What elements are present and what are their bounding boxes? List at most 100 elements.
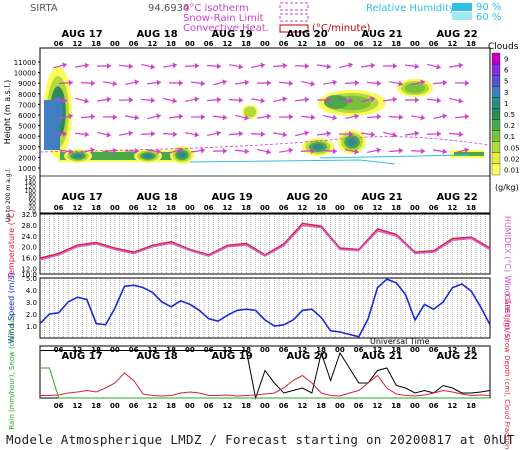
wind-arrow-icon <box>449 97 463 104</box>
height-tick: 1000 <box>18 165 36 173</box>
colorbar-label: 0.05 <box>504 144 520 152</box>
wind-arrow-icon <box>190 80 206 87</box>
hour-label: 12 <box>373 346 383 354</box>
wind-arrow-icon <box>190 147 206 154</box>
y-tick-label: 32.0 <box>21 211 37 219</box>
day-label: AUG 18 <box>137 192 178 203</box>
wind-arrow-icon <box>256 79 272 86</box>
wind-arrow-icon <box>118 96 134 103</box>
height-tick: 140 <box>25 179 37 186</box>
hour-labels-rain: 06 12 18 00 06 12 18 00 06 12 18 00 06 12 18 00 06 12 18 00… <box>54 346 476 354</box>
hour-label: 06 <box>129 40 139 48</box>
height-tick: 150 <box>25 175 37 182</box>
wind-arrow-icon <box>411 114 425 121</box>
hour-label: 18 <box>466 402 476 410</box>
day-labels-rain: AUG 17 AUG 18 AUG 19 AUG 20 AUG 21 AUG 22 <box>62 351 478 362</box>
colorbar-label: 0.2 <box>504 122 515 130</box>
height-tick: 40 <box>28 201 36 208</box>
wind-arrow-icon <box>118 63 134 70</box>
y-tick-label: 28.0 <box>21 222 37 230</box>
y-tick-label: 5.0 <box>26 275 37 283</box>
hour-label: 18 <box>91 346 101 354</box>
wind-arrow-icon <box>228 130 244 137</box>
footer-caption: Modele Atmospherique LMDZ / Forecast sta… <box>6 432 515 447</box>
wind-arrow-icon <box>102 114 118 121</box>
wind-arrow-icon <box>234 148 250 155</box>
rh-contour <box>319 154 471 159</box>
hour-label: 18 <box>316 346 326 354</box>
colorbar-label: 5 <box>504 78 508 86</box>
cloud-blob <box>324 95 348 109</box>
wind-arrow-icon <box>322 148 338 155</box>
colorbar-cell <box>491 52 501 65</box>
day-label: AUG 19 <box>212 351 253 362</box>
hour-label: 00 <box>185 40 195 48</box>
wind-arrow-icon <box>97 131 111 138</box>
hour-label: 06 <box>429 346 439 354</box>
wind-arrow-icon <box>404 63 420 70</box>
wind-arrow-icon <box>53 62 67 69</box>
y-tick-label: 24.0 <box>21 233 37 241</box>
hour-label: 06 <box>279 40 289 48</box>
height-tick: 10000 <box>14 70 36 78</box>
cloud-blob <box>243 106 257 118</box>
height-axis-label: Height (m a.s.l.) <box>3 80 12 145</box>
wind-arrow-icon <box>432 79 448 86</box>
hour-label: 06 <box>354 402 364 410</box>
hour-label: 12 <box>73 346 83 354</box>
colorbar-label: 0.5 <box>504 111 515 119</box>
wind-arrow-icon <box>454 80 470 87</box>
isotherm-line <box>39 136 491 153</box>
hour-label: 06 <box>54 204 64 212</box>
hour-label: 12 <box>223 346 233 354</box>
hour-label: 18 <box>466 40 476 48</box>
legend-rh: Relative Humidity <box>366 3 455 14</box>
wind-arrow-icon <box>251 62 265 69</box>
hour-label: 06 <box>129 402 139 410</box>
wind-arrow-icon <box>448 131 464 138</box>
hour-label: 18 <box>241 346 251 354</box>
wind-arrow-icon <box>383 63 397 69</box>
hour-label: 18 <box>391 346 401 354</box>
day-label: AUG 21 <box>362 192 403 203</box>
hour-labels-bottom: 06 12 18 00 06 12 18 00 06 12 18 00 06 12 18 00 06 12 18 00… <box>54 402 476 410</box>
hour-label: 00 <box>335 346 345 354</box>
rain-panel: Rain (mm/hour), Snow (cm/hour) CAPE (J/g… <box>8 295 511 450</box>
wind-arrow-icon <box>404 96 420 103</box>
cloud-blob <box>143 153 153 159</box>
wind-arrow-icon <box>256 113 272 120</box>
height-tick: 20 <box>28 205 36 212</box>
hour-label: 06 <box>129 204 139 212</box>
hour-labels-cloud-bottom: 06 12 18 00 06 12 18 00 06 12 18 00 06 12 18 00 06 12 18 00… <box>54 204 476 212</box>
hour-label: 00 <box>185 402 195 410</box>
colorbar-title: Clouds <box>488 42 519 52</box>
wind-arrow-icon <box>411 79 425 86</box>
wind-panel: 5.0 4.0 3.0 2.0 1.0 Wind Speed (m/s) Wind Gu… <box>7 272 512 343</box>
hour-label: 06 <box>54 346 64 354</box>
colorbar-label: 1 <box>504 100 508 108</box>
wind-arrow-icon <box>360 131 376 138</box>
wind-arrow-icon <box>389 80 403 87</box>
colorbar-label: 0.01 <box>504 166 520 174</box>
wind-arrow-icon <box>81 147 95 154</box>
hour-label: 12 <box>448 40 458 48</box>
height-axis-label-2: Up to 200 m a.g.l. <box>5 168 12 222</box>
hour-label: 12 <box>73 402 83 410</box>
height-tick: 2000 <box>18 154 36 162</box>
wind-arrow-icon <box>294 63 310 70</box>
colorbar-cell <box>491 63 501 76</box>
hour-label: 12 <box>223 204 233 212</box>
wind-arrow-icon <box>339 62 353 69</box>
hour-label: 00 <box>110 402 120 410</box>
legend-convective-unit: (°C/minute) <box>312 23 371 34</box>
wind-arrow-icon <box>140 130 156 137</box>
cloud-panel: 1100010000900080007000600050004000300020… <box>3 47 491 222</box>
wind-arrow-icon <box>316 63 332 70</box>
y-tick-label: 4.0 <box>26 287 37 295</box>
day-label: AUG 22 <box>437 351 478 362</box>
top-day-labels: AUG 17 AUG 18 AUG 19 AUG 20 AUG 21 AUG 22 <box>62 29 478 40</box>
hour-label: 18 <box>391 204 401 212</box>
height-tick: 100 <box>25 188 37 195</box>
height-tick: 60 <box>28 196 36 203</box>
hour-label: 18 <box>391 402 401 410</box>
